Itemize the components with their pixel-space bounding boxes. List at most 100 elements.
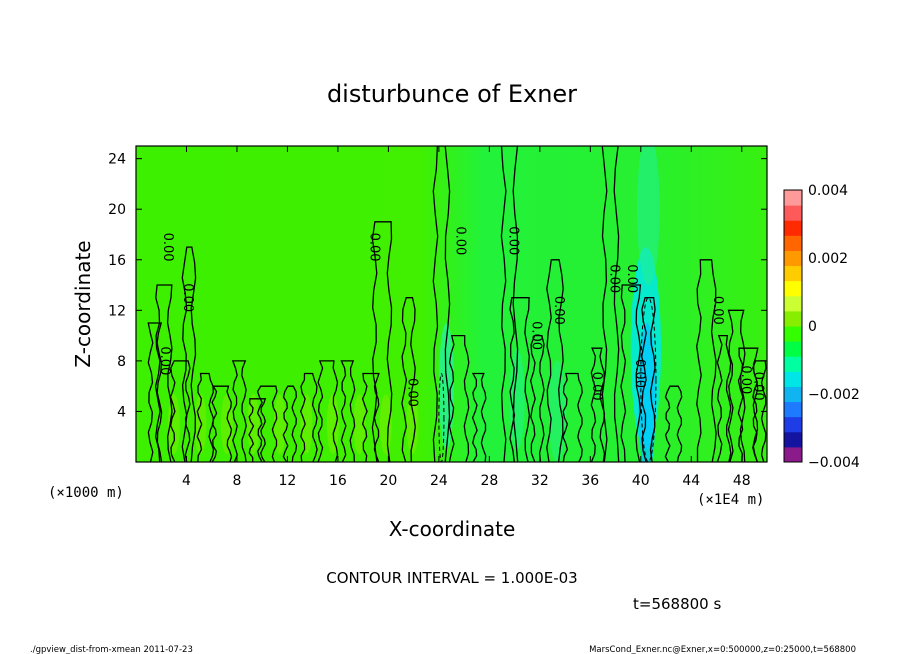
contour-line-8 bbox=[256, 385, 278, 462]
colorbar-segment-13 bbox=[784, 250, 802, 267]
colorbar-segment-14 bbox=[784, 235, 802, 251]
contour-negative-0 bbox=[640, 297, 657, 462]
contour-label-13: 0.00 bbox=[710, 296, 725, 325]
contour-line-31 bbox=[727, 309, 746, 462]
colorbar-segment-1 bbox=[784, 431, 802, 448]
contour-line-12 bbox=[340, 360, 356, 462]
warm-tint-7 bbox=[353, 394, 366, 455]
colorbar-frame bbox=[783, 189, 803, 463]
contour-line-18 bbox=[471, 372, 487, 462]
y-tick-label-0: 4 bbox=[117, 404, 126, 420]
contour-label-5: 0.00 bbox=[453, 226, 468, 255]
contour-line-1 bbox=[154, 284, 173, 462]
contour-line-23 bbox=[562, 372, 583, 462]
contour-label-14: 0.00 bbox=[738, 365, 753, 394]
warm-tint-4 bbox=[273, 394, 286, 455]
warm-tint-5 bbox=[300, 394, 313, 455]
contour-label-11: 0.00 bbox=[624, 264, 639, 293]
contour-line-7 bbox=[248, 398, 267, 462]
contour-line-25 bbox=[601, 146, 620, 462]
x-tick-label-3: 16 bbox=[329, 473, 347, 489]
contour-label-15: 0.00 bbox=[750, 372, 765, 401]
colorbar-segment-6 bbox=[784, 356, 802, 372]
contour-label-7: 0.00 bbox=[528, 321, 543, 350]
plot-area: 0.000.000.000.000.000.00 0.000.000.000.00… bbox=[136, 146, 767, 462]
y-tick-label-4: 20 bbox=[108, 202, 126, 218]
x-tick-label-6: 28 bbox=[480, 473, 498, 489]
contour-line-2 bbox=[169, 360, 191, 462]
colorbar-segment-17 bbox=[784, 190, 802, 206]
plot-frame bbox=[135, 145, 768, 463]
contour-label-9: 0.00 bbox=[589, 372, 604, 401]
contour-line-21 bbox=[530, 334, 545, 462]
colorbar-label-0: 0.004 bbox=[808, 183, 848, 199]
contour-line-27 bbox=[641, 297, 656, 462]
warm-tint-0 bbox=[167, 394, 180, 455]
contour-labels: 0.000.000.000.000.000.00 0.000.000.000.00… bbox=[157, 226, 765, 407]
anomaly-1 bbox=[638, 322, 656, 462]
contour-line-28 bbox=[664, 385, 683, 462]
contour-line-29 bbox=[696, 259, 717, 462]
colorbar-label-4: −0.004 bbox=[808, 455, 860, 471]
colorbar-segment-2 bbox=[784, 416, 802, 433]
x-tick-label-8: 36 bbox=[581, 473, 599, 489]
x-unit-right: (×1E4 m) bbox=[697, 492, 764, 508]
contour-line-24 bbox=[590, 347, 606, 462]
colorbar-segment-4 bbox=[784, 386, 802, 403]
footer-left: ./gpview_dist-from-xmean 2011-07-23 bbox=[30, 645, 193, 654]
contour-line-4 bbox=[196, 372, 215, 462]
contour-line-14 bbox=[371, 221, 393, 462]
contour-line-22 bbox=[546, 259, 564, 462]
colorbar-label-1: 0.002 bbox=[808, 251, 848, 267]
contour-label-0: 0.00 bbox=[160, 233, 175, 262]
colorbar-segment-7 bbox=[784, 341, 802, 357]
warm-tint-1 bbox=[194, 394, 207, 455]
contour-line-0 bbox=[147, 322, 163, 462]
x-tick-label-4: 20 bbox=[379, 473, 397, 489]
colorbar-segment-10 bbox=[784, 295, 802, 312]
anomaly-5 bbox=[637, 146, 660, 286]
contour-label-6: 0.00 bbox=[506, 226, 521, 255]
contour-line-33 bbox=[752, 360, 767, 462]
time-label: t=568800 s bbox=[633, 595, 721, 613]
colorbar-segment-3 bbox=[784, 401, 802, 418]
contour-line-26 bbox=[620, 284, 642, 462]
warm-tint-3 bbox=[247, 394, 260, 455]
contour-label-8: 0.00 bbox=[551, 296, 566, 325]
y-tick-label-2: 12 bbox=[108, 303, 126, 319]
contour-line-16 bbox=[432, 146, 451, 462]
contour-line-19 bbox=[500, 146, 519, 462]
contour-interval: CONTOUR INTERVAL = 1.000E-03 bbox=[326, 569, 577, 587]
x-tick-label-1: 8 bbox=[232, 473, 241, 489]
y-axis: 4 8 12 16 20 24 bbox=[108, 152, 767, 420]
contour-negative-1 bbox=[438, 373, 445, 462]
warm-tint-9 bbox=[406, 394, 419, 455]
chart-title: disturbunce of Exner bbox=[327, 80, 577, 108]
contour-line-11 bbox=[317, 360, 339, 462]
colorbar-segment-9 bbox=[784, 310, 802, 327]
x-tick-label-11: 48 bbox=[733, 473, 751, 489]
contour-line-17 bbox=[448, 334, 470, 462]
warm-tint-8 bbox=[379, 394, 392, 455]
contour-lines bbox=[147, 146, 767, 462]
contour-line-30 bbox=[716, 334, 732, 462]
contour-label-1: 0.00 bbox=[180, 283, 195, 312]
colorbar-segment-16 bbox=[784, 205, 802, 221]
contour-line-3 bbox=[181, 246, 197, 462]
contour-line-9 bbox=[282, 385, 298, 462]
x-tick-label-9: 40 bbox=[632, 473, 650, 489]
colorbar-label-2: 0 bbox=[808, 319, 817, 335]
x-axis-label: X-coordinate bbox=[389, 517, 516, 541]
x-tick-label-5: 24 bbox=[430, 473, 448, 489]
colorbar-segment-12 bbox=[784, 265, 802, 282]
contour-line-15 bbox=[401, 297, 416, 462]
colorbar-segment-5 bbox=[784, 371, 802, 387]
contour-line-20 bbox=[509, 297, 531, 462]
colorbar-segment-15 bbox=[784, 220, 802, 236]
contour-line-13 bbox=[361, 372, 380, 462]
y-tick-label-3: 16 bbox=[108, 253, 126, 269]
contour-label-4: 0.00 bbox=[405, 378, 420, 407]
footer-right: MarsCond_Exner.nc@Exner,x=0:500000,z=0:2… bbox=[589, 645, 856, 654]
x-axis: 4 8 12 16 20 24 28 32 36 40 44 48 bbox=[182, 146, 751, 489]
